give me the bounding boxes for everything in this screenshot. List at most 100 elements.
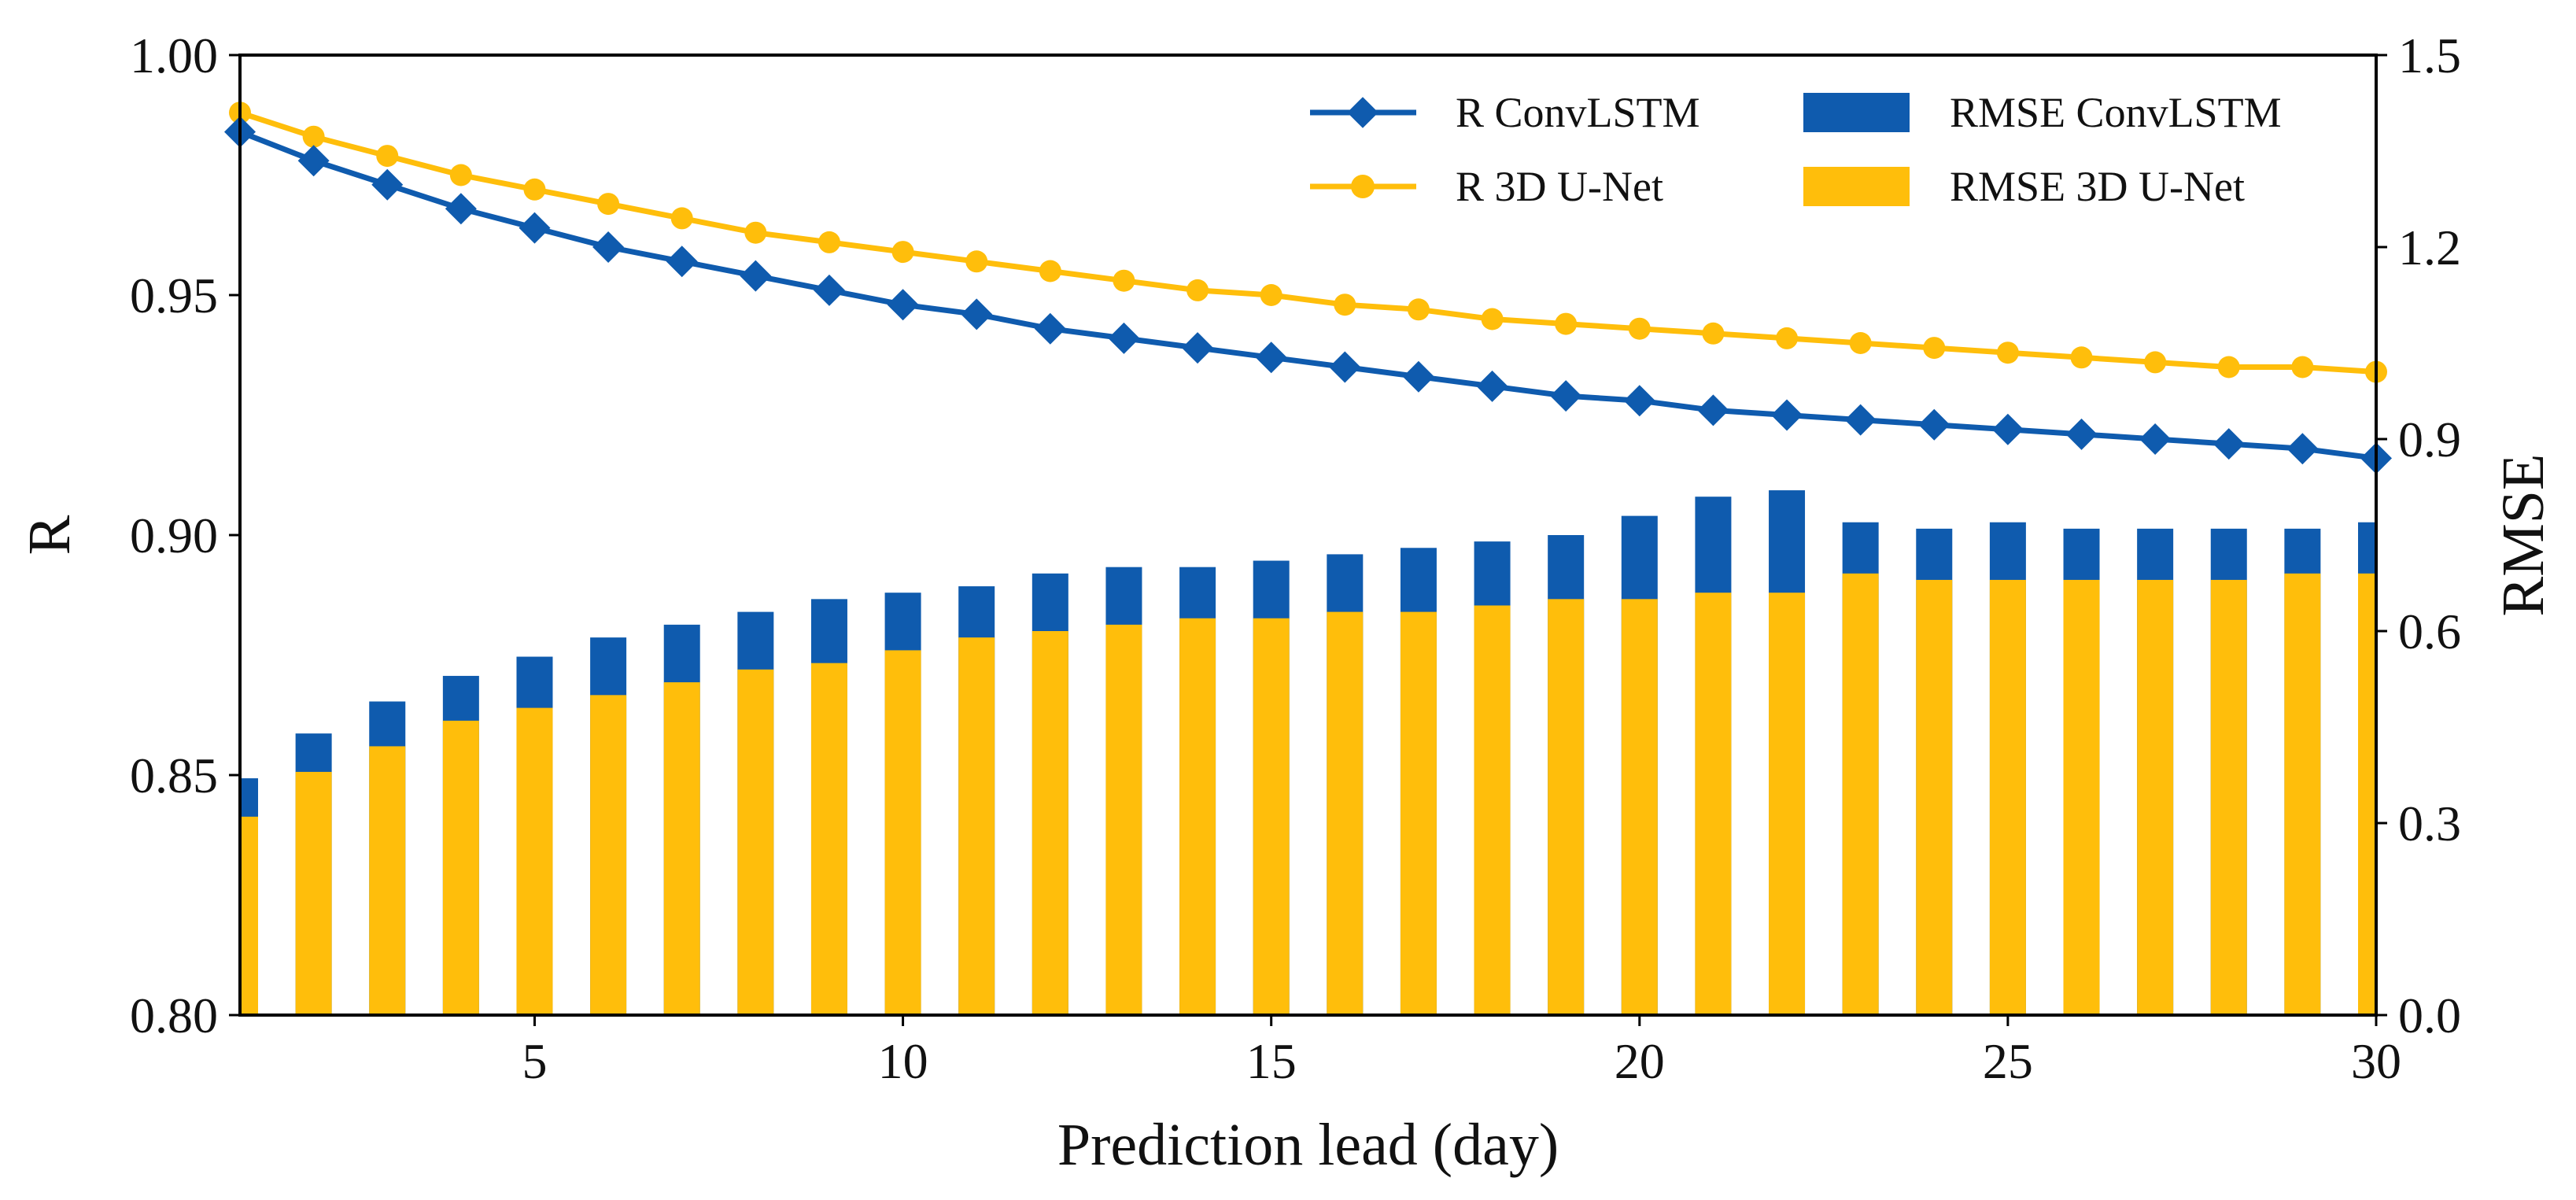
bar-rmse-3d-u-net-16 (1327, 611, 1364, 1015)
x-tick-label-5: 5 (522, 1033, 547, 1089)
point-r-convlstm-19 (1550, 380, 1582, 412)
bar-rmse-3d-u-net-4 (442, 720, 479, 1015)
point-r-3d-u-net-25 (1996, 342, 2019, 364)
y-right-tick-label-2: 0.6 (2398, 604, 2461, 659)
bar-rmse-3d-u-net-1 (240, 816, 258, 1015)
point-r-3d-u-net-2 (302, 125, 325, 148)
y-left-tick-label-4: 1.00 (130, 28, 218, 83)
bar-rmse-3d-u-net-20 (1621, 599, 1658, 1015)
bar-rmse-3d-u-net-14 (1179, 618, 1216, 1015)
point-r-3d-u-net-15 (1260, 284, 1282, 306)
point-r-3d-u-net-7 (670, 207, 693, 230)
y-right-tick-label-0: 0.0 (2398, 988, 2461, 1043)
bar-rmse-3d-u-net-26 (2063, 579, 2100, 1015)
point-r-3d-u-net-23 (1849, 332, 1872, 354)
y-left-tick-label-2: 0.90 (130, 508, 218, 563)
point-r-convlstm-18 (1476, 370, 1508, 402)
point-r-3d-u-net-16 (1334, 294, 1356, 316)
bar-rmse-3d-u-net-7 (663, 682, 700, 1015)
point-r-3d-u-net-13 (1113, 269, 1135, 292)
point-r-convlstm-3 (371, 168, 404, 201)
bars-layer (240, 490, 2376, 1015)
point-r-convlstm-23 (1844, 404, 1877, 436)
bar-rmse-3d-u-net-10 (884, 650, 921, 1015)
x-tick-label-30: 30 (2351, 1033, 2401, 1089)
bar-rmse-3d-u-net-27 (2137, 579, 2174, 1015)
point-r-convlstm-7 (666, 246, 698, 278)
legend-entry-rmse-3d-unet: RMSE 3D U-Net (1803, 163, 2245, 210)
bar-rmse-3d-u-net-28 (2210, 579, 2247, 1015)
legend-entry-rmse-convlstm: RMSE ConvLSTM (1803, 89, 2282, 136)
point-r-convlstm-14 (1182, 332, 1214, 364)
point-r-convlstm-29 (2286, 433, 2319, 465)
bar-rmse-3d-u-net-19 (1548, 599, 1585, 1015)
ticks-layer: 5 10 15 20 25 30 0.80 0.85 0.90 0.95 1.00 0.0 0.3 0.6… (130, 28, 2461, 1089)
x-tick-label-10: 10 (878, 1033, 928, 1089)
bar-rmse-3d-u-net-22 (1769, 593, 1806, 1015)
x-tick-label-25: 25 (1983, 1033, 2033, 1089)
y-left-axis-label: R (17, 515, 83, 555)
point-r-3d-u-net-6 (597, 193, 620, 216)
x-tick-label-20: 20 (1615, 1033, 1665, 1089)
bar-rmse-3d-u-net-9 (810, 663, 847, 1015)
legend-patch-rmse-3d-unet (1803, 167, 1910, 206)
bar-rmse-3d-u-net-11 (958, 637, 995, 1015)
bar-rmse-3d-u-net-15 (1253, 618, 1290, 1015)
y-right-tick-label-1: 0.3 (2398, 796, 2461, 851)
bar-rmse-3d-u-net-8 (737, 669, 774, 1015)
point-r-3d-u-net-17 (1407, 298, 1430, 321)
point-r-3d-u-net-27 (2144, 351, 2167, 374)
bar-rmse-3d-u-net-2 (295, 771, 332, 1015)
bar-rmse-3d-u-net-17 (1400, 611, 1437, 1015)
legend-label-r-3d-unet: R 3D U-Net (1456, 163, 1663, 210)
point-r-convlstm-10 (887, 289, 919, 321)
point-r-3d-u-net-22 (1776, 327, 1799, 349)
y-right-tick-label-3: 0.9 (2398, 412, 2461, 467)
point-r-convlstm-25 (1991, 413, 2024, 445)
point-r-3d-u-net-20 (1628, 317, 1651, 340)
line-r-3d-u-net (238, 109, 2377, 375)
legend-label-rmse-convlstm: RMSE ConvLSTM (1950, 89, 2282, 136)
point-r-3d-u-net-29 (2291, 356, 2314, 378)
bar-rmse-3d-u-net-13 (1105, 624, 1142, 1015)
point-r-3d-u-net-18 (1481, 308, 1504, 330)
point-r-convlstm-11 (961, 298, 993, 330)
point-r-convlstm-22 (1771, 399, 1803, 431)
bar-rmse-3d-u-net-30 (2358, 573, 2376, 1015)
point-r-convlstm-4 (445, 193, 477, 225)
point-r-convlstm-8 (740, 260, 772, 292)
bar-rmse-3d-u-net-24 (1916, 579, 1953, 1015)
legend-entry-r-3d-unet: R 3D U-Net (1310, 163, 1663, 210)
point-r-3d-u-net-14 (1187, 279, 1209, 301)
bar-rmse-3d-u-net-12 (1032, 631, 1068, 1015)
point-r-3d-u-net-21 (1702, 322, 1725, 345)
point-r-convlstm-15 (1255, 342, 1287, 374)
point-r-convlstm-12 (1034, 312, 1066, 345)
y-right-tick-label-4: 1.2 (2398, 220, 2461, 275)
y-left-tick-label-0: 0.80 (130, 988, 218, 1043)
point-r-convlstm-28 (2212, 428, 2245, 460)
bar-rmse-3d-u-net-3 (369, 746, 406, 1015)
point-r-3d-u-net-10 (891, 241, 914, 264)
bar-rmse-3d-u-net-18 (1474, 605, 1511, 1015)
point-r-convlstm-27 (2139, 423, 2172, 455)
point-r-3d-u-net-5 (523, 178, 546, 201)
legend-label-rmse-3d-unet: RMSE 3D U-Net (1950, 163, 2245, 210)
point-r-3d-u-net-19 (1555, 312, 1578, 335)
point-r-3d-u-net-12 (1039, 260, 1061, 282)
point-r-3d-u-net-28 (2217, 356, 2240, 378)
point-r-3d-u-net-3 (376, 145, 399, 168)
point-r-convlstm-13 (1108, 322, 1140, 354)
point-r-convlstm-5 (519, 212, 551, 244)
legend-diamond-marker (1347, 97, 1378, 128)
bar-rmse-3d-u-net-29 (2284, 573, 2321, 1015)
bar-rmse-3d-u-net-23 (1842, 573, 1879, 1015)
point-r-convlstm-6 (592, 231, 625, 263)
x-tick-label-15: 15 (1246, 1033, 1297, 1089)
y-left-tick-label-3: 0.95 (130, 268, 218, 323)
point-r-3d-u-net-24 (1923, 337, 1946, 360)
legend-circle-marker (1351, 175, 1375, 198)
point-r-convlstm-26 (2065, 418, 2098, 450)
bar-rmse-3d-u-net-6 (590, 695, 627, 1015)
y-right-tick-label-5: 1.5 (2398, 28, 2461, 83)
